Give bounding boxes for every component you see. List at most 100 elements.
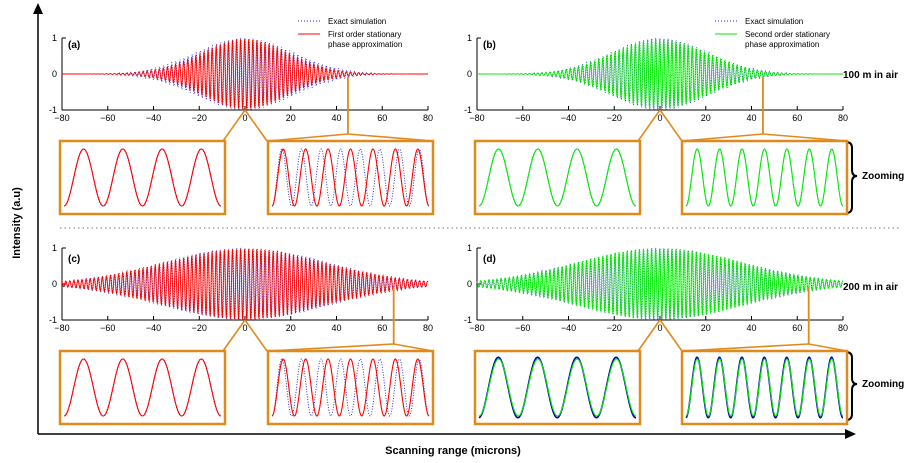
y-tick-label: 0	[52, 69, 57, 79]
x-tick-label: 20	[701, 323, 711, 333]
x-tick-label: 60	[792, 323, 802, 333]
x-tick-label: 0	[242, 323, 247, 333]
plots-layer: -1 0 1 −80 −60 −40 −20 0 20 40 60 80 -1 0 1 −80 −60 −40 −2…	[49, 33, 849, 426]
zoom-connector	[244, 319, 268, 352]
y-tick-label: -1	[464, 105, 472, 115]
series-line-approx	[477, 38, 843, 109]
x-tick-label: 60	[792, 113, 802, 123]
zoom-connector	[659, 109, 683, 142]
y-tick-label: 0	[467, 69, 472, 79]
zoom-series-approx	[685, 358, 844, 417]
x-axis-title: Scanning range (microns)	[385, 445, 521, 457]
series-line-approx	[476, 248, 844, 320]
x-tick-label: 60	[377, 113, 387, 123]
zoom-box	[473, 139, 642, 216]
zoom-connector	[637, 109, 661, 142]
zoom-box	[58, 349, 227, 426]
zoom-series-approx	[685, 148, 844, 207]
panel-label-d: (d)	[483, 254, 496, 265]
y-axis-title: Intensity (a.u)	[11, 187, 23, 259]
x-axis-arrowhead	[845, 429, 856, 439]
legend-a-approx-label-2: phase approximation	[328, 40, 402, 49]
y-tick-label: -1	[49, 105, 57, 115]
series-line-exact	[61, 247, 429, 320]
panel-label-a: (a)	[68, 40, 80, 51]
zoom-brace-bottom-icon	[845, 351, 858, 421]
x-tick-label: 20	[701, 113, 711, 123]
x-tick-label: 60	[377, 323, 387, 333]
x-tick-label: 40	[331, 323, 341, 333]
legend-b-exact-label: Exact simulation	[745, 17, 803, 26]
zoom-series-approx	[478, 358, 637, 417]
series-line-approx	[62, 38, 428, 109]
zoom-brace-top-icon	[845, 141, 858, 214]
zoom-label-bottom: Zooming	[862, 379, 904, 390]
x-tick-label: −20	[192, 323, 207, 333]
zoom-bracket-top: Zooming	[845, 141, 904, 214]
zoom-box	[680, 349, 849, 426]
zoom-box	[266, 349, 435, 426]
x-tick-label: −80	[469, 323, 484, 333]
x-tick-label: −80	[469, 113, 484, 123]
x-tick-label: −40	[561, 323, 576, 333]
zoom-series-approx	[271, 358, 430, 417]
zoom-connector	[222, 319, 246, 352]
legend-b: Exact simulation Second order stationary…	[715, 17, 830, 49]
x-tick-label: −20	[607, 113, 622, 123]
zoom-label-top: Zooming	[862, 171, 904, 182]
x-tick-label: −60	[515, 113, 530, 123]
y-tick-label: -1	[464, 315, 472, 325]
y-tick-label: 1	[52, 33, 57, 43]
legend-a-exact-label: Exact simulation	[328, 17, 386, 26]
x-tick-label: −80	[54, 323, 69, 333]
zoom-series-approx	[271, 148, 430, 207]
x-tick-label: −60	[100, 113, 115, 123]
y-tick-label: 1	[52, 243, 57, 253]
zoom-series-approx	[63, 148, 222, 207]
x-tick-label: −60	[100, 323, 115, 333]
zoom-box	[473, 349, 642, 426]
distance-label-100m: 100 m in air	[843, 70, 898, 81]
y-tick-label: 1	[467, 243, 472, 253]
zoom-series-approx	[478, 148, 637, 207]
panel-label-c: (c)	[68, 254, 80, 265]
x-tick-label: 40	[746, 113, 756, 123]
zoom-connector	[659, 319, 683, 352]
zoom-box	[266, 139, 435, 216]
x-tick-label: 20	[286, 113, 296, 123]
y-tick-label: 1	[467, 33, 472, 43]
legend-b-approx-label-1: Second order stationary	[745, 30, 830, 39]
zoom-connector	[222, 109, 246, 142]
y-tick-label: 0	[52, 279, 57, 289]
y-axis-arrowhead	[33, 3, 43, 14]
series-line-approx	[61, 248, 429, 320]
x-tick-label: −20	[192, 113, 207, 123]
zoom-box	[680, 139, 849, 216]
y-tick-label: 0	[467, 279, 472, 289]
zoom-bracket-bottom: Zooming	[845, 351, 904, 421]
x-tick-label: 80	[423, 113, 433, 123]
zoom-series-approx	[63, 358, 222, 417]
y-tick-label: -1	[49, 315, 57, 325]
x-tick-label: −20	[607, 323, 622, 333]
chart-panel-b: -1 0 1 −80 −60 −40 −20 0 20 40 60 80	[464, 33, 849, 216]
chart-panel-d: -1 0 1 −80 −60 −40 −20 0 20 40 60 80	[464, 243, 849, 426]
x-tick-label: 40	[331, 113, 341, 123]
x-tick-label: −40	[146, 323, 161, 333]
chart-panel-a: -1 0 1 −80 −60 −40 −20 0 20 40 60 80	[49, 33, 435, 216]
x-tick-label: −60	[515, 323, 530, 333]
chart-panel-c: -1 0 1 −80 −60 −40 −20 0 20 40 60 80	[49, 243, 435, 426]
distance-label-200m: 200 m in air	[843, 282, 898, 293]
panel-label-b: (b)	[483, 40, 496, 51]
figure-axes	[33, 3, 900, 439]
x-tick-label: −80	[54, 113, 69, 123]
zoom-box	[58, 139, 227, 216]
x-tick-label: 40	[746, 323, 756, 333]
x-tick-label: −40	[561, 113, 576, 123]
x-tick-label: 0	[657, 113, 662, 123]
x-tick-label: 20	[286, 323, 296, 333]
x-tick-label: 0	[657, 323, 662, 333]
zoom-connector	[244, 109, 268, 142]
legend-b-approx-label-2: phase approximation	[745, 40, 819, 49]
